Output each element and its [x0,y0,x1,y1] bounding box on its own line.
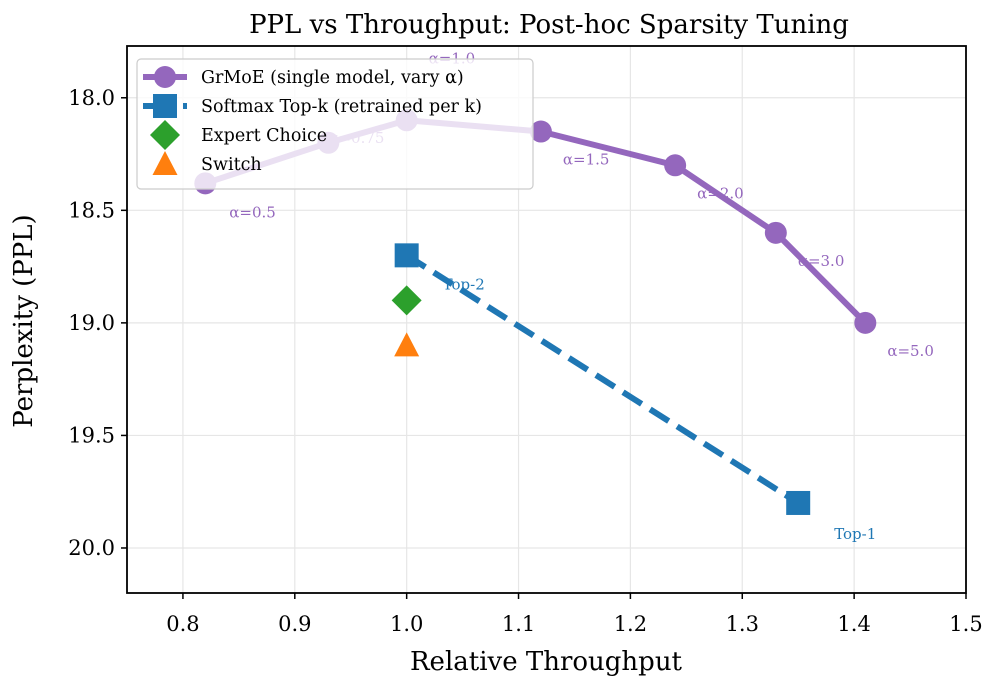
y-tick-label: 18.0 [68,86,115,110]
point-annotation: α=1.5 [563,151,610,169]
data-point [786,490,811,515]
y-tick-label: 19.5 [68,423,115,447]
data-point [394,243,419,268]
legend-label: Switch [201,155,262,175]
y-tick-label: 18.5 [68,198,115,222]
y-tick-label: 19.0 [68,311,115,335]
grid [127,46,967,593]
data-point [664,154,687,177]
series-line [405,252,800,506]
x-axis-label: Relative Throughput [410,647,683,677]
x-tick-label: 1.4 [837,612,870,636]
legend-entry: Switch [152,151,262,175]
legend-marker [154,66,176,88]
point-annotation: α=0.5 [229,203,276,221]
data-point [394,332,420,357]
legend-marker [152,151,178,175]
point-annotation: α=5.0 [887,342,934,360]
y-tick-label: 20.0 [68,536,115,560]
legend: GrMoE (single model, vary α) Softmax Top-… [136,58,534,190]
series-triangle [394,332,420,357]
data-point [529,120,552,143]
data-point [391,285,422,316]
x-tick-label: 0.9 [278,612,311,636]
legend-label: Expert Choice [201,126,327,146]
legend-marker [150,120,180,150]
legend-label: GrMoE (single model, vary α) [201,68,464,88]
point-annotation: Top-1 [834,525,876,543]
legend-box [136,58,534,190]
y-axis-label: Perplexity (PPL) [9,214,39,427]
data-point [764,221,787,244]
legend-label: Softmax Top-k (retrained per k) [201,97,482,117]
legend-entry: Expert Choice [150,120,327,150]
x-tick-label: 1.5 [949,612,982,636]
chart-title: PPL vs Throughput: Post-hoc Sparsity Tun… [249,10,849,40]
point-annotation: Top-2 [443,275,485,293]
data-point [854,311,877,334]
x-tick-label: 0.8 [166,612,199,636]
axis-ticks: 0.8 0.9 1.0 1.1 1.2 1.3 1.4 1.5 18.0 18.5 19.0 19.5… [68,86,982,636]
point-annotation: α=3.0 [798,252,845,270]
x-tick-label: 1.1 [502,612,535,636]
legend-entry: Softmax Top-k (retrained per k) [143,94,482,118]
legend-entry: GrMoE (single model, vary α) [143,66,464,88]
series-square: Top-2 Top-1 [394,243,876,543]
x-tick-label: 1.2 [614,612,647,636]
x-tick-label: 1.3 [726,612,759,636]
point-annotation: α=2.0 [697,184,744,202]
plot-frame [126,45,967,594]
series-diamond [391,285,422,316]
legend-marker [153,94,177,118]
x-tick-label: 1.0 [390,612,423,636]
